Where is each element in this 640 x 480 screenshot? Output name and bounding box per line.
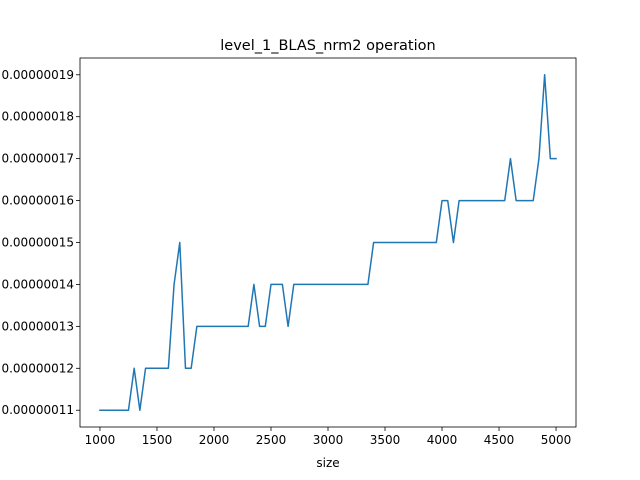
x-tick-label: 5000: [541, 433, 572, 447]
chart-title: level_1_BLAS_nrm2 operation: [220, 38, 435, 54]
x-tick-label: 4000: [427, 433, 458, 447]
y-tick-label: 0.00000014: [1, 277, 74, 291]
x-tick-label: 3000: [313, 433, 344, 447]
x-tick-label: 1000: [85, 433, 116, 447]
y-tick-label: 0.00000016: [1, 194, 74, 208]
y-tick-label: 0.00000011: [1, 403, 74, 417]
x-tick-label: 3500: [370, 433, 401, 447]
y-tick-label: 0.00000015: [1, 236, 74, 250]
x-axis: 1000 1500 2000 2500 3000 3500 4000 4500 5000: [85, 427, 572, 447]
y-tick-label: 0.00000013: [1, 319, 74, 333]
y-tick-label: 0.00000018: [1, 110, 74, 124]
x-tick-label: 4500: [484, 433, 515, 447]
y-tick-label: 0.00000017: [1, 152, 74, 166]
y-tick-label: 0.00000019: [1, 68, 74, 82]
x-tick-label: 2500: [256, 433, 287, 447]
series-line: [99, 74, 557, 411]
plot-layer: [99, 74, 557, 411]
x-tick-label: 2000: [199, 433, 230, 447]
y-tick-label: 0.00000012: [1, 361, 74, 375]
x-tick-label: 1500: [142, 433, 173, 447]
x-axis-label: size: [316, 456, 339, 470]
y-axis: 0.00000011 0.00000012 0.00000013 0.00000014…: [1, 68, 80, 417]
